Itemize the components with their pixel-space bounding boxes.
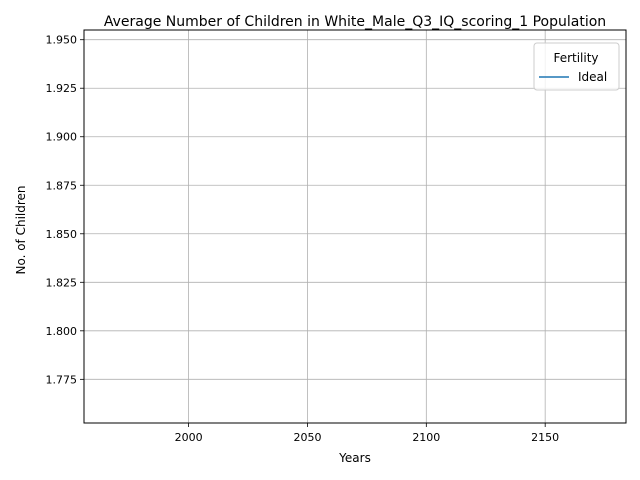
x-axis-ticks: 2000 2050 2100 2150 [175, 423, 559, 444]
y-tick-label: 1.900 [46, 131, 78, 144]
legend-label-ideal: Ideal [578, 70, 607, 84]
legend-title: Fertility [553, 51, 598, 65]
x-tick-label: 2150 [531, 431, 559, 444]
y-tick-label: 1.825 [46, 276, 78, 289]
y-gridlines [84, 39, 626, 380]
x-tick-label: 2050 [293, 431, 321, 444]
y-tick-label: 1.950 [46, 34, 78, 47]
chart-title: Average Number of Children in White_Male… [104, 14, 606, 30]
x-axis-label: Years [338, 451, 371, 465]
y-tick-label: 1.925 [46, 82, 78, 95]
x-tick-label: 2000 [175, 431, 203, 444]
y-tick-label: 1.850 [46, 228, 78, 241]
plot-area [84, 30, 626, 423]
plot-frame [83, 29, 627, 424]
x-tick-label: 2100 [412, 431, 440, 444]
y-tick-label: 1.875 [46, 179, 78, 192]
legend-box [533, 42, 620, 91]
y-axis-ticks: 1.775 1.800 1.825 1.850 1.875 1.900 1.925 1.950 [46, 34, 84, 386]
legend: Fertility Ideal [533, 42, 620, 91]
y-tick-label: 1.775 [46, 373, 78, 386]
x-gridlines [188, 30, 546, 423]
y-axis-label: No. of Children [14, 185, 28, 274]
y-tick-label: 1.800 [46, 325, 78, 338]
